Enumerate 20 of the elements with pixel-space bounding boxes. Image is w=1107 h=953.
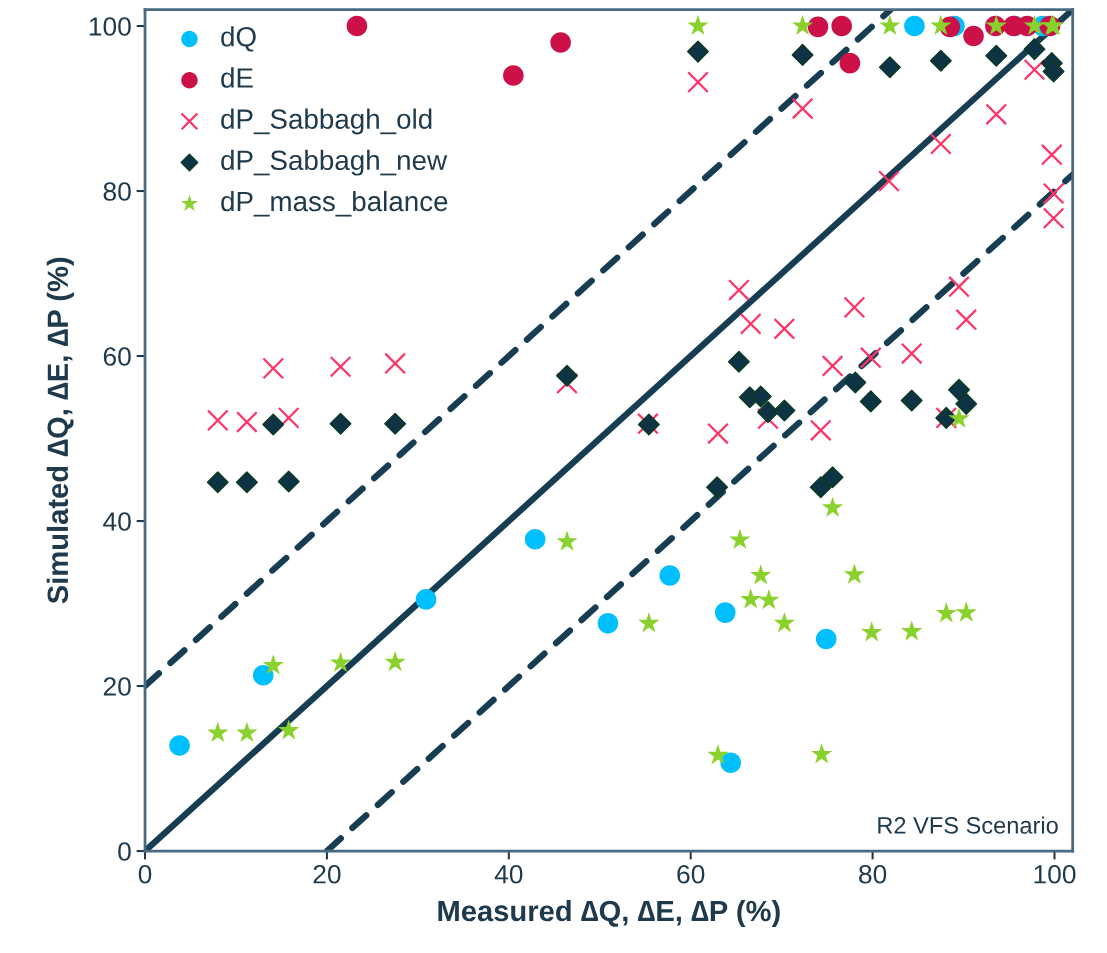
legend-label: dP_mass_balance (221, 190, 448, 217)
legend-label: dE (221, 67, 253, 88)
y-tick-label: 40 (103, 512, 131, 531)
y-axis-title: Simulated ∆Q, ∆E, ∆P (%) (46, 257, 74, 604)
legend-label: dP_Sabbagh_new (221, 149, 448, 176)
legend-label: dP_Sabbagh_old (221, 108, 432, 135)
y-tick-label: 60 (103, 347, 131, 366)
y-tick-label: 0 (118, 842, 131, 861)
legend-label: dQ (221, 26, 256, 52)
x-tick-label: 40 (494, 864, 523, 884)
y-tick-label: 20 (103, 677, 131, 696)
y-tick-label: 100 (89, 17, 131, 36)
x-tick-label: 0 (138, 864, 152, 884)
x-tick-label: 60 (677, 864, 705, 884)
x-tick-label: 80 (859, 864, 887, 884)
x-tick-label: 20 (313, 864, 341, 884)
x-tick-label: 100 (1034, 864, 1076, 884)
y-tick-label: 80 (103, 182, 131, 201)
x-axis-title: Measured ∆Q, ∆E, ∆P (%) (438, 899, 780, 928)
annotation: R2 VFS Scenario (878, 816, 1058, 834)
